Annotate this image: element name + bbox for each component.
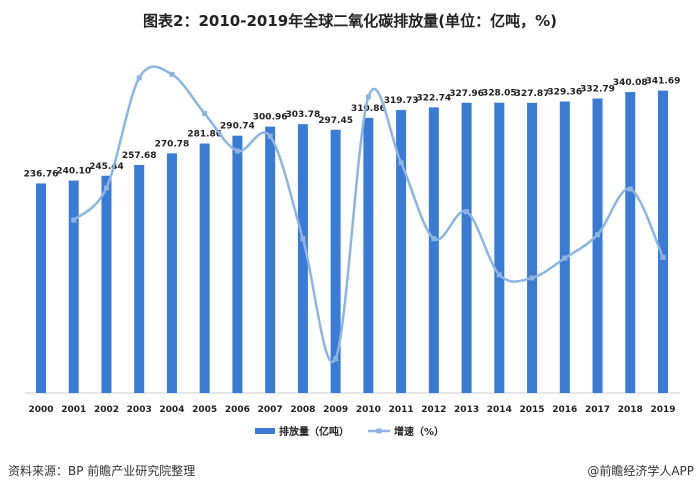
bar-label-2009: 297.45: [318, 116, 353, 126]
bar-2009: [330, 129, 341, 393]
bar-2008: [297, 124, 308, 394]
bar-2001: [68, 180, 79, 393]
bar-2018: [625, 92, 636, 393]
bar-label-2007: 300.96: [253, 113, 288, 123]
growth-point-2008: [300, 236, 306, 242]
x-tick-2013: 2013: [454, 405, 479, 415]
bar-2016: [559, 101, 570, 393]
bar-label-2014: 328.05: [482, 89, 517, 99]
growth-point-2009: [333, 356, 339, 362]
bar-label-2013: 327.96: [449, 89, 484, 99]
growth-point-2002: [103, 185, 109, 191]
bar-label-2015: 327.87: [515, 89, 550, 99]
bar-label-2004: 270.78: [155, 139, 190, 149]
legend-bar-swatch: [255, 428, 275, 434]
growth-point-2004: [169, 71, 175, 77]
x-tick-2003: 2003: [127, 405, 152, 415]
bar-label-2010: 310.86: [351, 104, 386, 114]
x-tick-2011: 2011: [389, 405, 414, 415]
legend-line-label: 增速（%）: [394, 425, 444, 438]
legend-bar-label: 排放量（亿吨）: [279, 425, 349, 438]
growth-point-2010: [365, 94, 371, 100]
source-note: 资料来源：BP 前瞻产业研究院整理: [8, 464, 196, 478]
bar-2004: [166, 153, 177, 393]
x-tick-2001: 2001: [61, 405, 86, 415]
bar-label-2011: 319.73: [384, 96, 419, 106]
x-tick-2012: 2012: [421, 405, 446, 415]
x-tick-2019: 2019: [650, 405, 675, 415]
x-tick-2018: 2018: [618, 405, 643, 415]
legend-line-marker: [376, 428, 382, 434]
bar-label-2001: 240.10: [56, 167, 91, 177]
bar-label-2003: 257.68: [122, 151, 157, 161]
growth-point-2013: [464, 209, 470, 215]
bar-label-2018: 340.08: [613, 78, 648, 88]
x-tick-2005: 2005: [192, 405, 217, 415]
bar-2005: [199, 143, 210, 393]
bar-label-2019: 341.69: [646, 77, 681, 87]
bar-label-2005: 281.86: [187, 130, 222, 140]
x-tick-2010: 2010: [356, 405, 381, 415]
bar-2007: [265, 126, 276, 394]
x-tick-2008: 2008: [290, 405, 315, 415]
bar-2015: [527, 102, 538, 393]
growth-point-2019: [660, 254, 666, 260]
x-tick-2009: 2009: [323, 405, 348, 415]
bar-label-2008: 303.78: [286, 110, 321, 120]
x-tick-2016: 2016: [552, 405, 577, 415]
growth-point-2016: [562, 255, 568, 261]
bar-2003: [134, 164, 145, 393]
bar-2006: [232, 135, 243, 393]
bar-label-2002: 245.44: [89, 162, 124, 172]
x-tick-2017: 2017: [585, 405, 610, 415]
growth-point-2007: [267, 133, 273, 139]
x-tick-2004: 2004: [159, 405, 184, 415]
bar-2002: [101, 175, 112, 393]
bar-2019: [658, 90, 668, 394]
brand-credit: @前瞻经济学人APP: [587, 464, 694, 478]
bar-2000: [36, 183, 46, 393]
bar-label-2000: 236.76: [24, 169, 59, 179]
bar-2014: [494, 102, 505, 393]
bar-2011: [396, 110, 407, 394]
growth-point-2017: [595, 232, 601, 238]
x-tick-2002: 2002: [94, 405, 119, 415]
x-tick-2007: 2007: [258, 405, 283, 415]
growth-point-2014: [496, 272, 502, 278]
bar-label-2016: 329.36: [547, 88, 582, 98]
chart-title: 图表2：2010-2019年全球二氧化碳排放量(单位：亿吨，%): [143, 12, 557, 30]
growth-point-2005: [202, 111, 208, 117]
growth-point-2003: [136, 75, 142, 81]
growth-point-2011: [398, 160, 404, 166]
growth-point-2012: [431, 236, 437, 242]
bar-2010: [363, 117, 374, 393]
x-tick-2015: 2015: [520, 405, 545, 415]
bar-label-2006: 290.74: [220, 122, 255, 132]
x-tick-2006: 2006: [225, 405, 250, 415]
bar-2012: [428, 107, 439, 394]
bar-2017: [592, 98, 603, 394]
x-tick-2000: 2000: [28, 405, 53, 415]
bar-label-2012: 322.74: [416, 93, 451, 103]
growth-point-2006: [234, 148, 240, 154]
growth-point-2018: [627, 186, 633, 192]
growth-line: [72, 65, 665, 363]
growth-point-2015: [529, 275, 535, 281]
bar-label-2017: 332.79: [580, 84, 615, 94]
growth-point-2001: [71, 217, 77, 223]
bar-2013: [461, 102, 472, 393]
x-tick-2014: 2014: [487, 405, 512, 415]
